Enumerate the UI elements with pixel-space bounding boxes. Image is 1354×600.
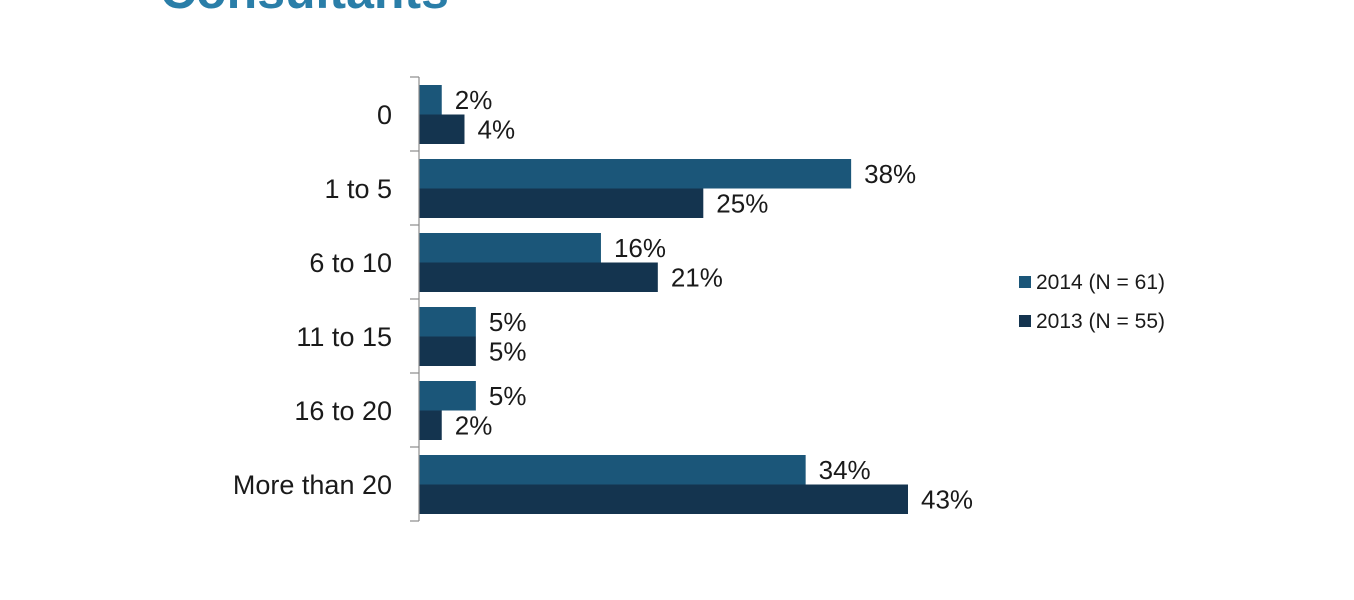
bar-series-group (419, 85, 908, 514)
data-label-2014-n-61-more-than-20: 34% (819, 455, 871, 485)
category-label-11-to-15: 11 to 15 (296, 322, 392, 352)
data-label-2013-n-55-more-than-20: 43% (921, 484, 973, 514)
bar-2014-n-61-6-to-10 (419, 233, 601, 263)
category-label-6-to-10: 6 to 10 (309, 248, 392, 278)
bar-2014-n-61-16-to-20 (419, 381, 476, 411)
data-labels: 2%4%38%25%16%21%5%5%5%2%34%43% (455, 85, 973, 515)
category-label-more-than-20: More than 20 (233, 470, 392, 500)
legend-swatch-2013-n-55 (1019, 315, 1031, 327)
data-label-2014-n-61-16-to-20: 5% (489, 381, 527, 411)
legend-label-2014-n-61: 2014 (N = 61) (1036, 271, 1165, 294)
data-label-2014-n-61-11-to-15: 5% (489, 307, 527, 337)
legend-swatch-2014-n-61 (1019, 276, 1031, 288)
data-label-2013-n-55-11-to-15: 5% (489, 336, 527, 366)
category-label-16-to-20: 16 to 20 (294, 396, 392, 426)
data-label-2013-n-55-0: 4% (477, 114, 515, 144)
data-label-2014-n-61-0: 2% (455, 85, 493, 115)
bar-2013-n-55-1-to-5 (419, 188, 704, 218)
data-label-2013-n-55-16-to-20: 2% (455, 410, 493, 440)
category-label-0: 0 (377, 100, 392, 130)
legend-label-2013-n-55: 2013 (N = 55) (1036, 310, 1165, 333)
bar-2014-n-61-more-than-20 (419, 455, 806, 485)
legend: 2014 (N = 61) 2013 (N = 55) (1019, 271, 1165, 333)
bar-2013-n-55-16-to-20 (419, 410, 442, 440)
bar-2014-n-61-0 (419, 85, 442, 115)
bar-2013-n-55-0 (419, 114, 465, 144)
chart-title: Consultants (160, 0, 449, 16)
bar-2013-n-55-more-than-20 (419, 484, 908, 514)
data-label-2014-n-61-1-to-5: 38% (864, 159, 916, 189)
bar-2013-n-55-6-to-10 (419, 262, 658, 292)
data-label-2013-n-55-1-to-5: 25% (716, 188, 768, 218)
category-axis (410, 76, 420, 522)
category-label-1-to-5: 1 to 5 (324, 174, 392, 204)
category-labels: 0 1 to 5 6 to 10 11 to 15 16 to 20 More than … (233, 100, 392, 500)
data-label-2013-n-55-6-to-10: 21% (671, 262, 723, 292)
data-label-2014-n-61-6-to-10: 16% (614, 233, 666, 263)
bar-2014-n-61-11-to-15 (419, 307, 476, 337)
bar-2014-n-61-1-to-5 (419, 159, 852, 189)
bar-2013-n-55-11-to-15 (419, 336, 476, 366)
